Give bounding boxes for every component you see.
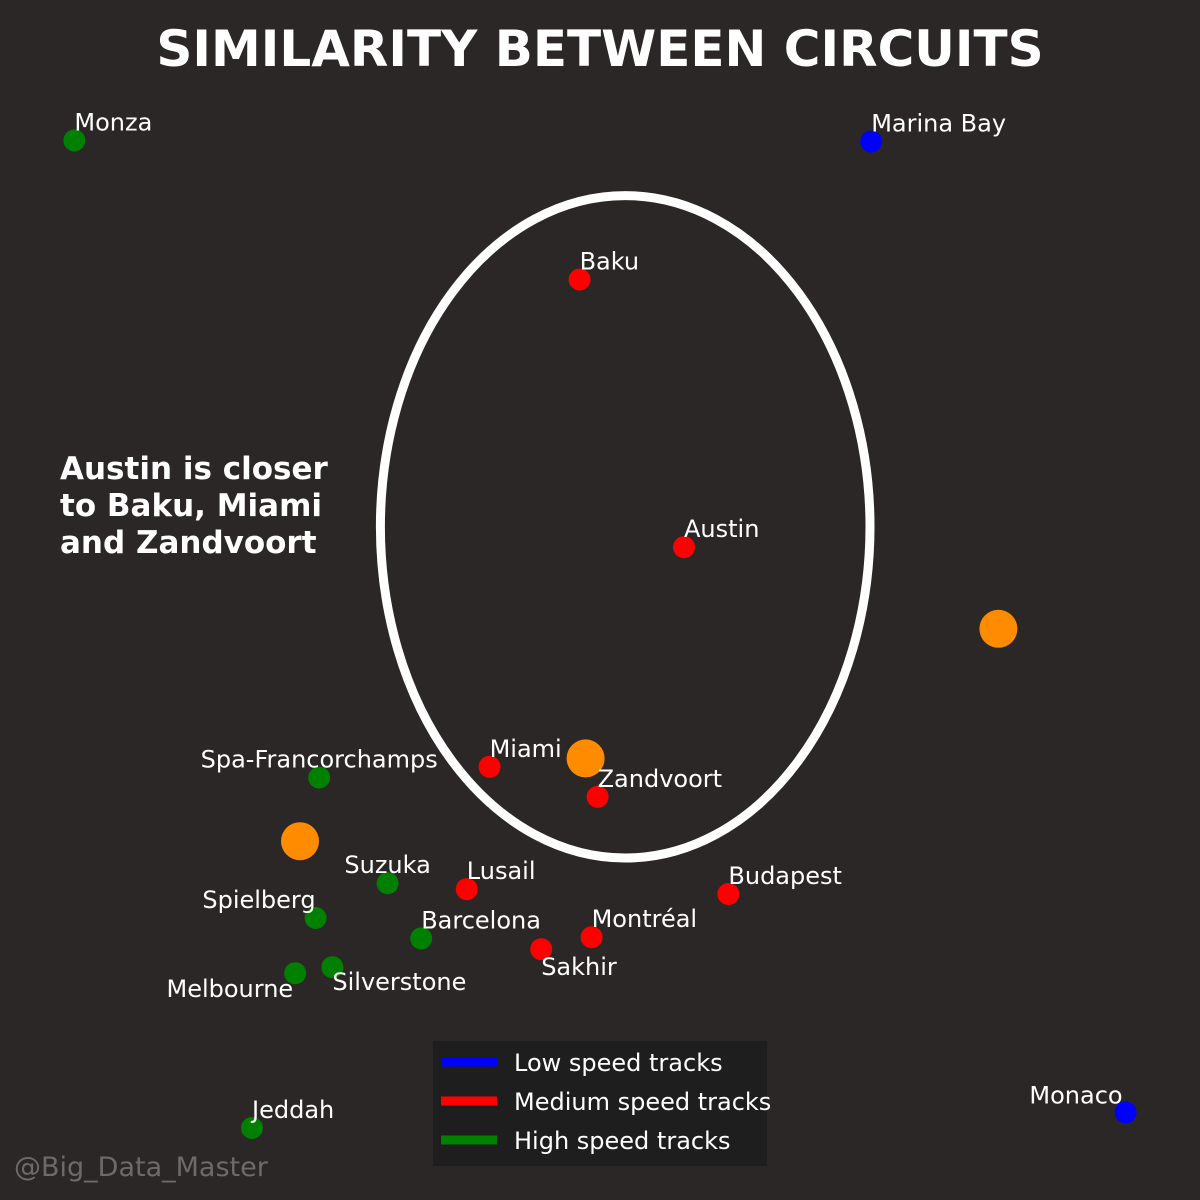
point-barcelona [410,927,433,950]
point-silverstone [321,956,344,979]
annotation-line: and Zandvoort [60,525,317,561]
legend-label-low-speed-tracks: Low speed tracks [514,1049,723,1077]
legend: Low speed tracks Medium speed tracks High … [433,1041,771,1166]
point-lusail [455,878,478,901]
point-monza [63,129,86,152]
point-melbourne [284,962,307,985]
annotation-text: Austin is closer to Baku, Miami and Zand… [60,451,328,561]
chart-title: SIMILARITY BETWEEN CIRCUITS [156,20,1043,78]
point-zandvoort [586,785,609,808]
point-label-miami: Miami [490,735,562,763]
point-label-spielberg: Spielberg [202,886,315,914]
point-marina-bay [860,130,883,153]
point-label-zandvoort: Zandvoort [598,765,722,793]
point-austin [673,536,695,559]
legend-label-medium-speed-tracks: Medium speed tracks [514,1088,771,1116]
centroid-marker [979,609,1018,648]
centroid-layer [281,609,1018,861]
highlight-ellipse-layer [375,191,875,863]
point-label-marina-bay: Marina Bay [871,110,1006,138]
annotation-line: to Baku, Miami [60,488,322,524]
point-label-austin: Austin [684,515,759,543]
legend-label-high-speed-tracks: High speed tracks [514,1127,731,1155]
point-miami [478,755,501,778]
highlight-ellipse [375,191,875,863]
watermark: @Big_Data_Master [14,1152,269,1183]
point-label-budapest: Budapest [728,862,842,890]
point-label-silverstone: Silverstone [332,968,466,996]
point-budapest [717,883,740,905]
point-spielberg [304,907,327,929]
point-label-jeddah: Jeddah [250,1096,334,1124]
point-suzuka [376,872,399,895]
point-label-monza: Monza [74,108,152,136]
annotation-line: Austin is closer [60,451,328,487]
point-montreal [580,926,603,949]
point-label-suzuka: Suzuka [344,851,430,879]
point-label-spa-francorchamps: Spa-Francorchamps [201,746,438,774]
point-sakhir [530,938,553,961]
point-jeddah [241,1117,263,1139]
point-label-barcelona: Barcelona [421,906,541,934]
point-monaco [1114,1101,1137,1124]
point-baku [568,268,591,291]
legend-entries: Low speed tracks Medium speed tracks High … [441,1049,771,1155]
centroid-marker [566,739,605,778]
centroid-marker [281,822,319,861]
points-layer [63,129,1137,1139]
point-label-lusail: Lusail [467,857,536,885]
point-label-melbourne: Melbourne [166,975,293,1003]
point-label-sakhir: Sakhir [541,953,617,981]
point-labels-layer: Marina Bay Monaco Baku Austin Miami Zandvoort… [74,108,1122,1124]
point-label-monaco: Monaco [1029,1081,1122,1109]
point-label-baku: Baku [580,248,640,276]
point-spa-francorchamps [308,766,331,789]
point-label-montreal: Montréal [592,905,698,933]
